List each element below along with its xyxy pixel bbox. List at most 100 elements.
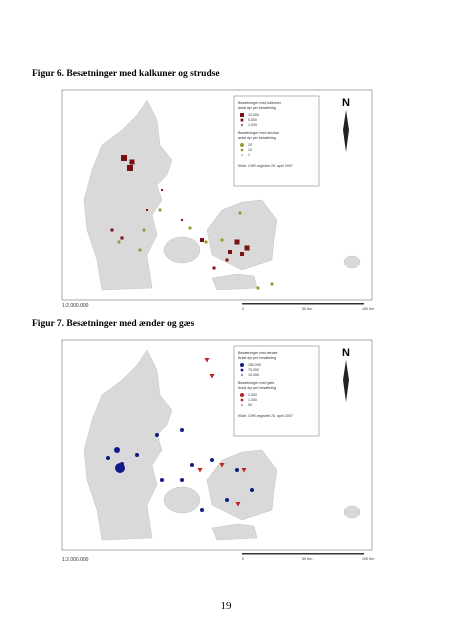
legend-subtitle: Antal dyr per besætning (238, 386, 276, 390)
land (83, 349, 173, 541)
legend-item: 10 (248, 148, 252, 152)
legend-title: Besætninger med ænder (238, 351, 279, 355)
marker (138, 248, 142, 252)
land (206, 199, 278, 271)
legend-item: 150.000 (248, 363, 261, 367)
scalebar-label: 100 Km (362, 307, 374, 311)
land (163, 236, 201, 264)
marker (121, 155, 127, 161)
land (163, 486, 201, 514)
page-number: 19 (221, 600, 233, 612)
scalebar-label: 50 Km (302, 557, 312, 561)
legend-item: 1.000 (248, 123, 257, 127)
marker (234, 239, 240, 245)
marker (146, 209, 148, 211)
marker (129, 159, 135, 165)
marker (235, 502, 241, 507)
scale: 1:2.000.000 (62, 303, 89, 309)
marker (220, 238, 224, 242)
marker (190, 463, 194, 467)
land (211, 273, 258, 291)
legend-item: 2.000 (248, 393, 257, 397)
marker (181, 219, 183, 221)
marker (188, 226, 192, 230)
legend-symbol (241, 404, 243, 406)
source: Kilde: CHR-registret 25. april 2007 (238, 414, 293, 418)
marker (225, 258, 229, 262)
marker (241, 468, 247, 473)
legend-symbol (240, 398, 244, 402)
legend-item: 75.000 (248, 368, 259, 372)
north-arrow (343, 360, 349, 402)
marker (180, 478, 184, 482)
land (83, 99, 173, 291)
marker (120, 236, 124, 240)
scalebar-label: 100 Km (362, 557, 374, 561)
legend-item: 10.000 (248, 373, 259, 377)
marker (161, 189, 163, 191)
marker (135, 453, 139, 457)
legend-subtitle: Antal dyr per besætning (238, 356, 276, 360)
marker (225, 498, 229, 502)
marker (228, 250, 232, 254)
source: Kilde: CHR-registret 25. april 2007 (238, 164, 293, 168)
legend-symbol (240, 393, 244, 397)
marker (209, 374, 215, 379)
marker (197, 468, 203, 473)
marker (127, 165, 133, 171)
legend-subtitle: antal dyr per besætning (238, 106, 276, 110)
north-arrow (343, 110, 349, 152)
legend-symbol (241, 124, 243, 126)
legend-symbol (241, 374, 243, 376)
legend-item: 1 (248, 153, 250, 157)
legend-item: 10.000 (248, 113, 259, 117)
marker (238, 211, 242, 215)
legend-item: 50 (248, 403, 252, 407)
scalebar-label: 0 (242, 557, 244, 561)
marker (200, 508, 204, 512)
land (206, 449, 278, 521)
marker (204, 358, 210, 363)
marker (204, 240, 208, 244)
legend-symbol (240, 368, 244, 372)
marker (212, 266, 216, 270)
scale: 1:2.000.000 (62, 557, 89, 563)
legend-symbol (240, 113, 244, 117)
legend-item: 1.000 (248, 398, 257, 402)
scalebar (242, 303, 364, 305)
legend-symbol (240, 363, 244, 367)
figure-caption: Figur 6. Besætninger med kalkuner og str… (32, 69, 220, 79)
marker (158, 208, 162, 212)
marker (155, 433, 159, 437)
scalebar-label: 50 Km (302, 307, 312, 311)
marker (256, 286, 260, 290)
legend-box (233, 95, 320, 187)
north-label: N (342, 97, 350, 109)
marker (106, 456, 110, 460)
marker (114, 447, 120, 453)
marker (160, 478, 164, 482)
marker (240, 252, 244, 256)
marker (270, 282, 274, 286)
legend-symbol (241, 154, 243, 156)
legend-item: 20 (248, 143, 252, 147)
legend-title: Besætninger med strudse (238, 131, 279, 135)
legend-item: 5.000 (248, 118, 257, 122)
marker (142, 228, 146, 232)
land (343, 505, 361, 519)
land (343, 255, 361, 269)
scalebar (242, 553, 364, 555)
marker (117, 240, 121, 244)
legend-symbol (240, 148, 244, 152)
legend-symbol (240, 118, 244, 122)
legend-title: Besætninger med gæs (238, 381, 275, 385)
legend-symbol (240, 143, 244, 147)
legend-box (233, 345, 320, 437)
scalebar-label: 0 (242, 307, 244, 311)
marker (244, 245, 250, 251)
marker (200, 238, 204, 242)
